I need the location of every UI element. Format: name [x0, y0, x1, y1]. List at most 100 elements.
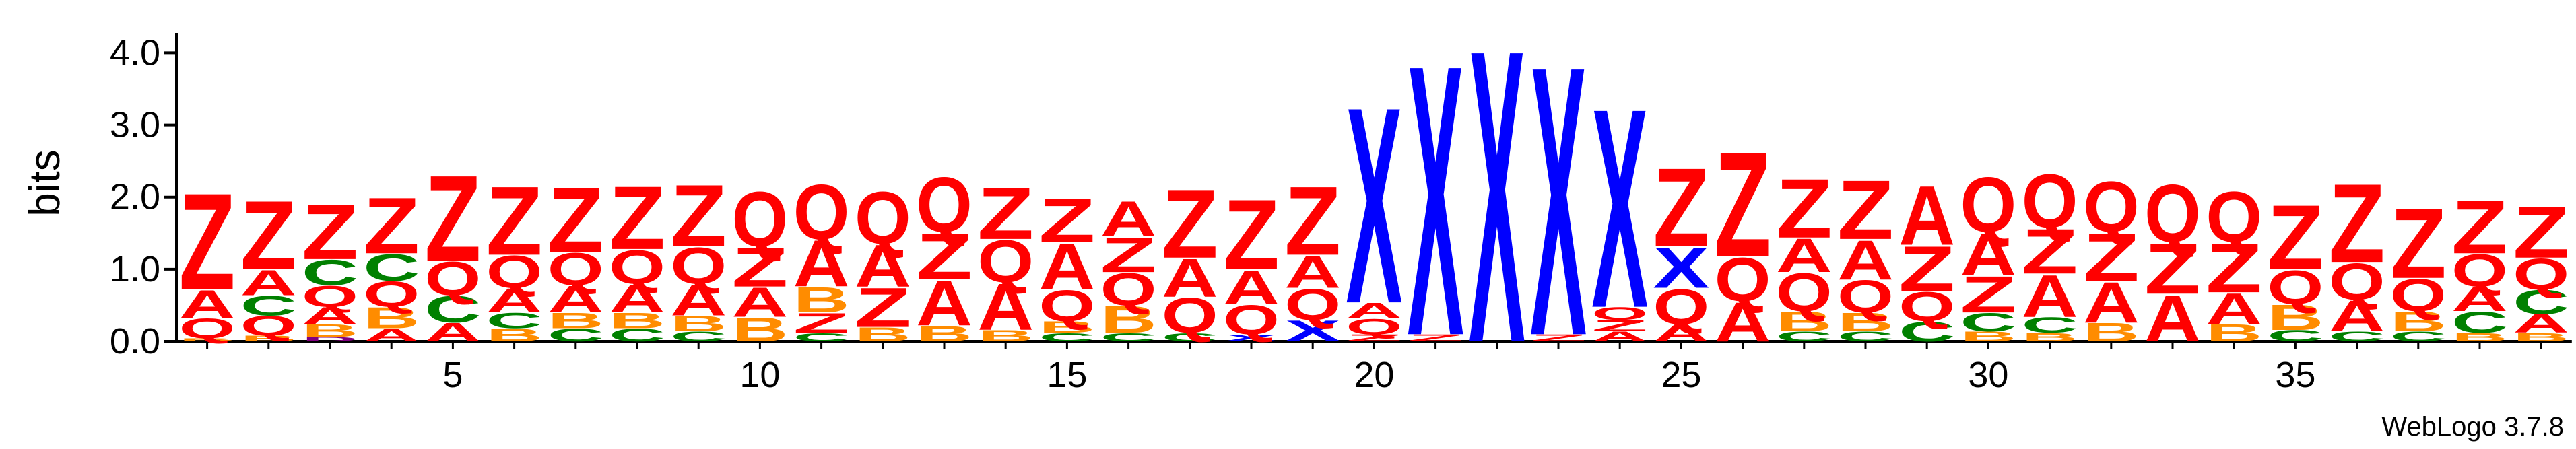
- glyph-a: A: [977, 270, 1034, 344]
- glyph-letter: Z: [2451, 185, 2508, 269]
- glyph-letter: C: [793, 331, 850, 344]
- glyph-q: Q: [1284, 280, 1341, 329]
- glyph-c: C: [793, 331, 850, 344]
- glyph-q: Q: [1039, 281, 1096, 331]
- glyph-z: Z: [2022, 216, 2078, 287]
- glyph-q: Q: [2144, 168, 2201, 260]
- glyph-z: Z: [855, 277, 911, 339]
- glyph-letter: C: [1837, 329, 1894, 345]
- glyph-z: Z: [2513, 191, 2569, 274]
- glyph-letter: Q: [2268, 261, 2324, 314]
- glyph-q: Q: [425, 252, 482, 306]
- y-tick-label: 4.0: [110, 32, 160, 73]
- glyph-z: Z: [2083, 219, 2140, 296]
- glyph-letter: Z: [1960, 266, 2017, 324]
- glyph-a: A: [486, 282, 543, 320]
- glyph-b: B: [2206, 320, 2262, 347]
- glyph-letter: Z: [1100, 228, 1157, 283]
- glyph-letter: Z: [1346, 333, 1403, 344]
- glyph-letter: C: [425, 288, 482, 331]
- glyph-q: Q: [486, 246, 543, 298]
- glyph-letter: B: [793, 280, 850, 320]
- glyph-b: B: [609, 308, 665, 333]
- glyph-q: Q: [977, 228, 1034, 295]
- glyph-letter: Q: [1653, 279, 1710, 335]
- glyph-letter: A: [1653, 320, 1710, 347]
- y-tick-label: 1.0: [110, 249, 160, 289]
- glyph-q: Q: [363, 274, 420, 314]
- glyph-a: A: [1284, 246, 1341, 298]
- glyph-z: Z: [1223, 179, 1280, 291]
- glyph-b: B: [1039, 318, 1096, 337]
- glyph-letter: C: [1960, 308, 2017, 337]
- glyph-letter: Q: [240, 310, 297, 341]
- glyph-x: X: [1284, 314, 1341, 347]
- glyph-a: A: [1653, 320, 1710, 347]
- glyph-letter: A: [2329, 291, 2385, 341]
- glyph-letter: A: [670, 276, 727, 325]
- glyph-q: Q: [2329, 252, 2385, 310]
- glyph-letter: Z: [2329, 162, 2385, 286]
- glyph-letter: B: [2022, 331, 2078, 344]
- glyph-letter: Q: [486, 246, 543, 298]
- glyph-b: B: [2451, 331, 2508, 344]
- glyph-q: Q: [240, 310, 297, 341]
- glyph-b: B: [2390, 306, 2447, 337]
- glyph-letter: Q: [1591, 304, 1648, 324]
- glyph-c: C: [302, 252, 358, 293]
- glyph-letter: C: [609, 325, 665, 345]
- glyph-z: Z: [1960, 266, 2017, 324]
- glyph-letter: Q: [1837, 271, 1894, 322]
- glyph-a: A: [1898, 168, 1955, 263]
- glyph-q: Q: [732, 175, 789, 263]
- glyph-q: Q: [1960, 161, 2017, 248]
- glyph-a: A: [855, 232, 911, 300]
- glyph-a: A: [793, 227, 850, 301]
- glyph-c: C: [486, 308, 543, 333]
- glyph-letter: A: [425, 318, 482, 347]
- glyph-letter: B: [977, 326, 1034, 345]
- glyph-z: Z: [425, 151, 482, 287]
- glyph-q: Q: [1898, 283, 1955, 331]
- glyph-letter: C: [2268, 326, 2324, 345]
- glyph-z: Z: [1898, 233, 1955, 304]
- glyph-letter: Z: [548, 169, 604, 272]
- glyph-letter: Q: [1284, 280, 1341, 329]
- glyph-letter: A: [1837, 230, 1894, 292]
- glyph-c: C: [1100, 331, 1157, 344]
- glyph-letter: A: [2513, 310, 2569, 339]
- glyph-letter: Q: [2022, 160, 2078, 244]
- glyph-q: Q: [1591, 304, 1648, 324]
- glyph-letter: C: [240, 290, 297, 321]
- glyph-a: A: [2513, 310, 2569, 339]
- glyph-letter: A: [1898, 168, 1955, 263]
- x-tick-label: 5: [442, 355, 463, 395]
- glyph-q: Q: [2390, 269, 2447, 321]
- glyph-c: C: [2390, 329, 2447, 345]
- x-tick-label: 25: [1661, 355, 1701, 395]
- glyph-x: X: [1408, 0, 1464, 417]
- glyph-z: Z: [2329, 162, 2385, 286]
- glyph-a: A: [425, 318, 482, 347]
- glyph-letter: B: [302, 320, 358, 341]
- glyph-q: Q: [1346, 314, 1403, 339]
- glyph-c: C: [1960, 308, 2017, 337]
- glyph-letter: Z: [1715, 120, 1771, 288]
- glyph-b: B: [548, 308, 604, 333]
- glyph-letter: Q: [302, 279, 358, 313]
- glyph-a: A: [609, 276, 665, 321]
- glyph-b: B: [240, 334, 297, 343]
- x-tick-label: 35: [2275, 355, 2315, 395]
- glyph-layer: BQAZBQCAZDBAQCZABQCZACQZBCAQZCBAQZCBAQZC…: [179, 0, 2569, 431]
- glyph-letter: Q: [1776, 262, 1832, 322]
- glyph-letter: A: [2451, 281, 2508, 319]
- y-tick-label: 3.0: [110, 105, 160, 145]
- glyph-letter: A: [302, 303, 358, 330]
- glyph-z: Z: [1715, 120, 1771, 288]
- glyph-x: X: [1223, 333, 1280, 344]
- glyph-letter: B: [240, 334, 297, 343]
- glyph-letter: A: [1715, 291, 1771, 354]
- glyph-z: Z: [548, 169, 604, 272]
- glyph-q: Q: [1100, 263, 1157, 315]
- glyph-letter: A: [486, 282, 543, 320]
